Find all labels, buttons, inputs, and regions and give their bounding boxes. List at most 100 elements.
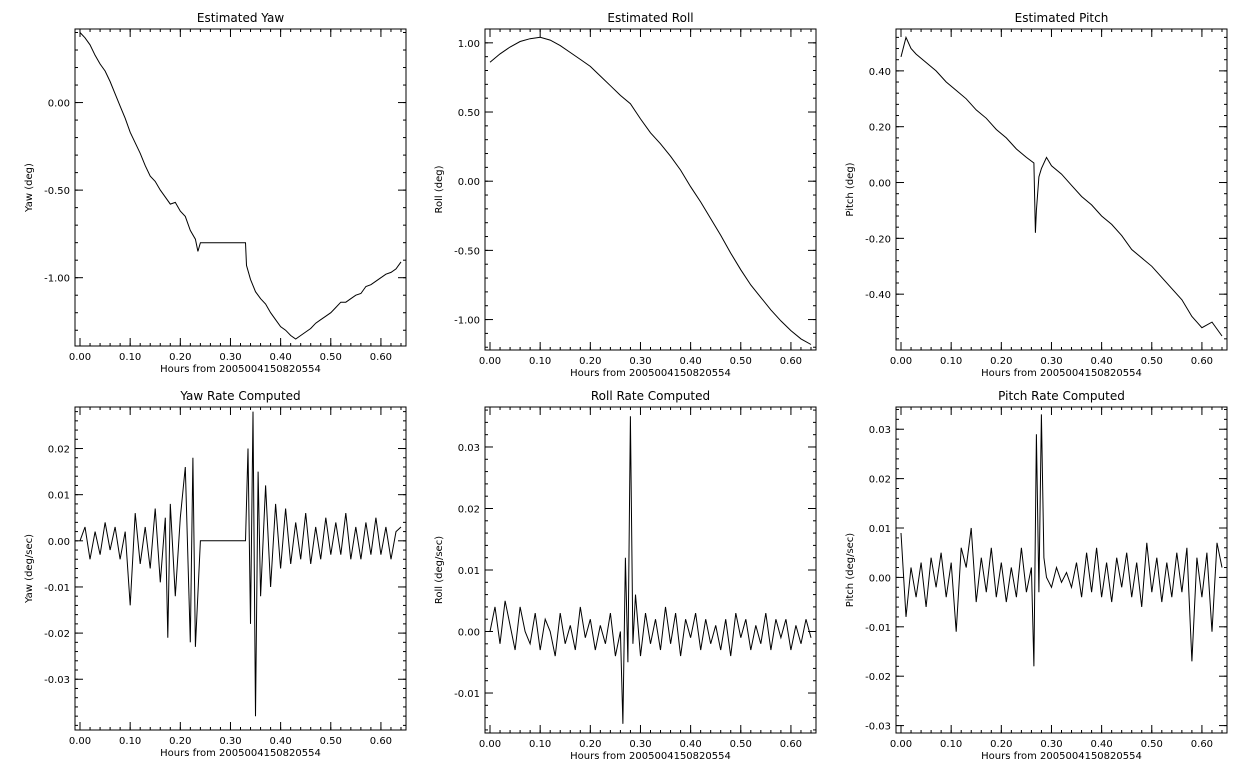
x-tick-label: 0.60 bbox=[1191, 739, 1213, 750]
x-tick-label: 0.20 bbox=[579, 356, 601, 367]
y-tick-label: 0.02 bbox=[458, 504, 480, 515]
x-axis-label: Hours from 2005004150820554 bbox=[981, 751, 1142, 762]
x-tick-label: 0.00 bbox=[890, 739, 912, 750]
x-tick-label: 0.10 bbox=[940, 739, 962, 750]
x-tick-label: 0.20 bbox=[169, 352, 191, 363]
y-tick-label: -0.01 bbox=[865, 623, 891, 634]
y-tick-label: -1.00 bbox=[44, 274, 70, 285]
x-tick-label: 0.00 bbox=[479, 739, 501, 750]
series-line-1 bbox=[79, 411, 402, 717]
x-tick-label: 0.10 bbox=[940, 356, 962, 367]
series-line-1 bbox=[489, 416, 812, 724]
y-tick-label: -0.20 bbox=[865, 234, 891, 245]
plot-frame bbox=[74, 406, 407, 731]
x-tick-label: 0.10 bbox=[119, 736, 141, 747]
x-axis-label: Hours from 2005004150820554 bbox=[981, 368, 1142, 379]
x-axis-label: Hours from 2005004150820554 bbox=[570, 368, 731, 379]
y-tick-label: -0.01 bbox=[44, 583, 70, 594]
plot-frame bbox=[895, 406, 1228, 734]
y-tick-label: 0.02 bbox=[48, 445, 70, 456]
y-axis-label: Roll (deg/sec) bbox=[434, 536, 445, 604]
chart-panel-6: 0.00 0.10 0.20 0.30 0.40 0.50 0.60 0.03 0.02 0.01… bbox=[845, 389, 1228, 762]
chart-panel-3: 0.00 0.10 0.20 0.30 0.40 0.50 0.60 0.40 0.20 0.00… bbox=[845, 11, 1228, 379]
x-tick-label: 0.00 bbox=[69, 352, 91, 363]
chart-panel-1: 0.00 0.10 0.20 0.30 0.40 0.50 0.60 0.00 -0.50 -1.… bbox=[24, 11, 407, 375]
y-tick-label: 1.00 bbox=[458, 39, 480, 50]
y-tick-label: 0.20 bbox=[869, 123, 891, 134]
y-tick-label: -0.02 bbox=[44, 629, 70, 640]
x-tick-label: 0.30 bbox=[1040, 356, 1062, 367]
y-axis-label: Pitch (deg) bbox=[845, 162, 856, 216]
x-tick-label: 0.30 bbox=[219, 352, 241, 363]
x-tick-label: 0.00 bbox=[890, 356, 912, 367]
y-tick-label: 0.00 bbox=[458, 628, 480, 639]
y-tick-label: 0.01 bbox=[458, 566, 480, 577]
x-tick-label: 0.00 bbox=[69, 736, 91, 747]
x-tick-label: 0.40 bbox=[1090, 739, 1112, 750]
x-tick-label: 0.50 bbox=[730, 739, 752, 750]
x-tick-label: 0.40 bbox=[679, 739, 701, 750]
chart-panel-4: 0.00 0.10 0.20 0.30 0.40 0.50 0.60 0.02 0.01 0.00… bbox=[24, 389, 407, 759]
chart-title: Yaw Rate Computed bbox=[179, 389, 300, 403]
y-tick-label: -0.02 bbox=[865, 672, 891, 683]
chart-title: Estimated Yaw bbox=[197, 11, 284, 25]
x-tick-label: 0.20 bbox=[990, 739, 1012, 750]
chart-title: Pitch Rate Computed bbox=[998, 389, 1125, 403]
x-tick-label: 0.30 bbox=[629, 356, 651, 367]
x-tick-label: 0.40 bbox=[269, 352, 291, 363]
x-tick-label: 0.30 bbox=[219, 736, 241, 747]
y-tick-label: -0.40 bbox=[865, 290, 891, 301]
x-tick-label: 0.20 bbox=[990, 356, 1012, 367]
chart-title: Estimated Roll bbox=[607, 11, 693, 25]
x-tick-label: 0.60 bbox=[780, 739, 802, 750]
x-axis-label: Hours from 2005004150820554 bbox=[160, 364, 321, 375]
x-tick-label: 0.60 bbox=[370, 352, 392, 363]
y-axis-label: Yaw (deg) bbox=[24, 163, 35, 213]
x-tick-label: 0.50 bbox=[730, 356, 752, 367]
x-tick-label: 0.20 bbox=[169, 736, 191, 747]
y-tick-label: 0.03 bbox=[458, 443, 480, 454]
x-axis-label: Hours from 2005004150820554 bbox=[570, 751, 731, 762]
x-tick-label: 0.50 bbox=[320, 736, 342, 747]
y-tick-label: 0.00 bbox=[48, 99, 70, 110]
x-tick-label: 0.20 bbox=[579, 739, 601, 750]
x-tick-label: 0.30 bbox=[1040, 739, 1062, 750]
y-tick-label: -0.50 bbox=[454, 246, 480, 257]
y-tick-label: 0.00 bbox=[48, 537, 70, 548]
y-tick-label: -0.03 bbox=[44, 675, 70, 686]
x-tick-label: 0.10 bbox=[119, 352, 141, 363]
plot-frame bbox=[484, 28, 817, 351]
series-line-1 bbox=[900, 35, 1223, 337]
x-tick-label: 0.50 bbox=[1141, 356, 1163, 367]
y-tick-label: 0.01 bbox=[48, 491, 70, 502]
series-line-1 bbox=[900, 414, 1223, 667]
chart-title: Estimated Pitch bbox=[1015, 11, 1109, 25]
y-tick-label: -0.03 bbox=[865, 722, 891, 733]
x-tick-label: 0.40 bbox=[679, 356, 701, 367]
x-tick-label: 0.00 bbox=[479, 356, 501, 367]
x-tick-label: 0.50 bbox=[1141, 739, 1163, 750]
plot-frame bbox=[895, 28, 1228, 351]
y-axis-label: Roll (deg) bbox=[434, 165, 445, 213]
x-tick-label: 0.40 bbox=[1090, 356, 1112, 367]
x-axis-label: Hours from 2005004150820554 bbox=[160, 748, 321, 759]
plot-frame bbox=[74, 28, 407, 347]
y-axis-label: Yaw (deg/sec) bbox=[24, 534, 35, 604]
x-tick-label: 0.40 bbox=[269, 736, 291, 747]
y-tick-label: 0.00 bbox=[458, 177, 480, 188]
series-line-1 bbox=[489, 36, 812, 345]
x-tick-label: 0.30 bbox=[629, 739, 651, 750]
plot-frame bbox=[484, 406, 817, 734]
x-tick-label: 0.50 bbox=[320, 352, 342, 363]
y-tick-label: 0.03 bbox=[869, 425, 891, 436]
y-tick-label: -1.00 bbox=[454, 316, 480, 327]
y-tick-label: -0.50 bbox=[44, 186, 70, 197]
y-tick-label: 0.50 bbox=[458, 108, 480, 119]
chart-panel-5: 0.00 0.10 0.20 0.30 0.40 0.50 0.60 0.03 0.02 0.01… bbox=[434, 389, 817, 762]
y-tick-label: -0.01 bbox=[454, 689, 480, 700]
y-tick-label: 0.40 bbox=[869, 67, 891, 78]
x-tick-label: 0.10 bbox=[529, 356, 551, 367]
x-tick-label: 0.60 bbox=[1191, 356, 1213, 367]
y-tick-label: 0.00 bbox=[869, 179, 891, 190]
